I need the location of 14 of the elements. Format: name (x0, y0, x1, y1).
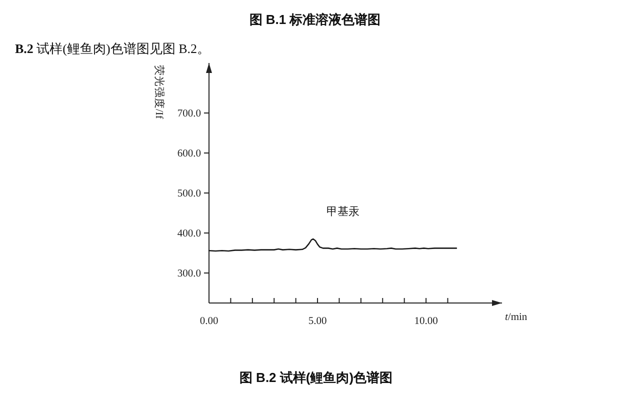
annotation: 甲基汞 (326, 205, 360, 218)
x-axis-title: t/min (505, 312, 528, 323)
x-tick-label: 0.00 (200, 316, 218, 327)
y-tick-label: 500.0 (177, 188, 201, 200)
x-tick-label: 10.00 (414, 316, 438, 327)
y-tick-label: 400.0 (177, 228, 201, 240)
text: B.2 试样(鲤鱼肉)色谱图见图 B.2。 (15, 41, 210, 56)
y-tick-label: 300.0 (177, 268, 201, 280)
y-tick-label: 700.0 (177, 108, 201, 120)
y-tick-label: 600.0 (177, 148, 201, 160)
text: 图 B.2 试样(鲤鱼肉)色谱图 (239, 370, 393, 385)
x-tick-label: 5.00 (308, 316, 327, 327)
text: 图 B.1 标准溶液色谱图 (249, 12, 381, 27)
y-axis-title: 荧光强度/If (153, 65, 166, 120)
